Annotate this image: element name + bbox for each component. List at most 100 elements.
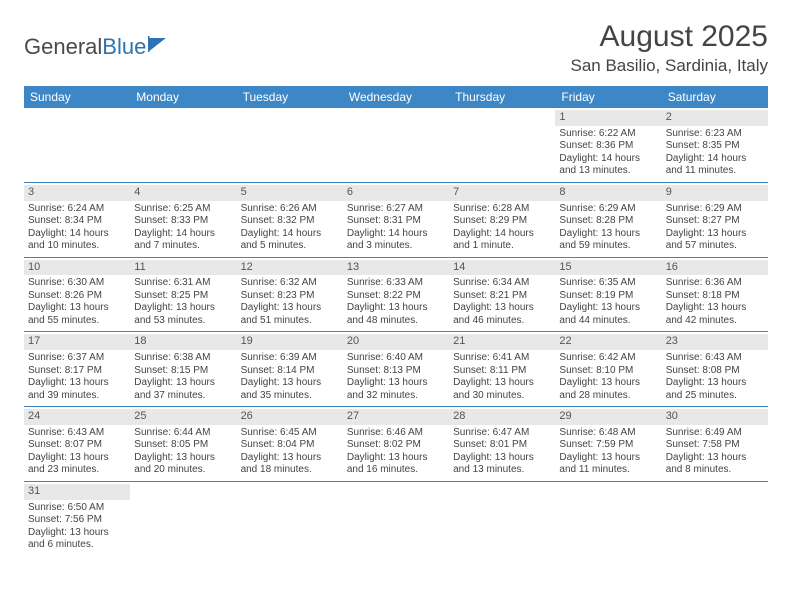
calendar-day-cell <box>24 108 130 182</box>
sunset-text: Sunset: 8:10 PM <box>559 365 657 378</box>
weekday-header: Wednesday <box>343 86 449 108</box>
sunset-text: Sunset: 8:05 PM <box>134 439 232 452</box>
sunset-text: Sunset: 8:32 PM <box>241 215 339 228</box>
daylight-text: Daylight: 13 hours <box>666 452 764 465</box>
calendar-day-cell: 27Sunrise: 6:46 AMSunset: 8:02 PMDayligh… <box>343 407 449 482</box>
sunrise-text: Sunrise: 6:49 AM <box>666 427 764 440</box>
day-number: 12 <box>237 260 343 276</box>
daylight-text: Daylight: 13 hours <box>28 377 126 390</box>
sunset-text: Sunset: 7:58 PM <box>666 439 764 452</box>
calendar-day-cell: 2Sunrise: 6:23 AMSunset: 8:35 PMDaylight… <box>662 108 768 182</box>
calendar-day-cell: 19Sunrise: 6:39 AMSunset: 8:14 PMDayligh… <box>237 332 343 407</box>
sunset-text: Sunset: 8:22 PM <box>347 290 445 303</box>
calendar-day-cell <box>130 481 236 555</box>
day-number: 1 <box>555 110 661 126</box>
sunset-text: Sunset: 8:07 PM <box>28 439 126 452</box>
daylight-text: and 46 minutes. <box>453 315 551 328</box>
calendar-week-row: 1Sunrise: 6:22 AMSunset: 8:36 PMDaylight… <box>24 108 768 182</box>
sunrise-text: Sunrise: 6:43 AM <box>28 427 126 440</box>
calendar-day-cell: 7Sunrise: 6:28 AMSunset: 8:29 PMDaylight… <box>449 182 555 257</box>
day-number: 6 <box>343 185 449 201</box>
day-number: 9 <box>662 185 768 201</box>
title-block: August 2025 San Basilio, Sardinia, Italy <box>571 20 769 76</box>
sunset-text: Sunset: 8:11 PM <box>453 365 551 378</box>
sunset-text: Sunset: 8:28 PM <box>559 215 657 228</box>
day-number: 14 <box>449 260 555 276</box>
day-number: 31 <box>24 484 130 500</box>
calendar-week-row: 24Sunrise: 6:43 AMSunset: 8:07 PMDayligh… <box>24 407 768 482</box>
calendar-day-cell: 4Sunrise: 6:25 AMSunset: 8:33 PMDaylight… <box>130 182 236 257</box>
daylight-text: and 5 minutes. <box>241 240 339 253</box>
sunrise-text: Sunrise: 6:38 AM <box>134 352 232 365</box>
day-number: 11 <box>130 260 236 276</box>
daylight-text: and 20 minutes. <box>134 464 232 477</box>
day-number: 2 <box>662 110 768 126</box>
daylight-text: Daylight: 13 hours <box>666 377 764 390</box>
sunrise-text: Sunrise: 6:48 AM <box>559 427 657 440</box>
sunset-text: Sunset: 8:14 PM <box>241 365 339 378</box>
calendar-day-cell: 25Sunrise: 6:44 AMSunset: 8:05 PMDayligh… <box>130 407 236 482</box>
sunrise-text: Sunrise: 6:39 AM <box>241 352 339 365</box>
calendar-day-cell <box>237 108 343 182</box>
daylight-text: Daylight: 13 hours <box>134 377 232 390</box>
daylight-text: and 32 minutes. <box>347 390 445 403</box>
sunrise-text: Sunrise: 6:44 AM <box>134 427 232 440</box>
daylight-text: Daylight: 14 hours <box>347 228 445 241</box>
daylight-text: Daylight: 13 hours <box>28 527 126 540</box>
calendar-day-cell: 3Sunrise: 6:24 AMSunset: 8:34 PMDaylight… <box>24 182 130 257</box>
weekday-header: Saturday <box>662 86 768 108</box>
daylight-text: and 39 minutes. <box>28 390 126 403</box>
day-number: 25 <box>130 409 236 425</box>
sunset-text: Sunset: 8:01 PM <box>453 439 551 452</box>
sunrise-text: Sunrise: 6:36 AM <box>666 277 764 290</box>
daylight-text: Daylight: 13 hours <box>28 302 126 315</box>
day-number: 4 <box>130 185 236 201</box>
calendar-day-cell: 20Sunrise: 6:40 AMSunset: 8:13 PMDayligh… <box>343 332 449 407</box>
calendar-day-cell: 22Sunrise: 6:42 AMSunset: 8:10 PMDayligh… <box>555 332 661 407</box>
calendar-day-cell: 14Sunrise: 6:34 AMSunset: 8:21 PMDayligh… <box>449 257 555 332</box>
sunrise-text: Sunrise: 6:34 AM <box>453 277 551 290</box>
sunrise-text: Sunrise: 6:23 AM <box>666 128 764 141</box>
sunset-text: Sunset: 8:26 PM <box>28 290 126 303</box>
daylight-text: and 44 minutes. <box>559 315 657 328</box>
daylight-text: Daylight: 13 hours <box>559 228 657 241</box>
logo-text-part2: Blue <box>102 34 146 60</box>
day-number: 24 <box>24 409 130 425</box>
day-number: 28 <box>449 409 555 425</box>
day-number: 22 <box>555 334 661 350</box>
day-number: 3 <box>24 185 130 201</box>
daylight-text: Daylight: 14 hours <box>241 228 339 241</box>
month-title: August 2025 <box>571 20 769 54</box>
sunrise-text: Sunrise: 6:26 AM <box>241 203 339 216</box>
daylight-text: and 59 minutes. <box>559 240 657 253</box>
calendar-week-row: 17Sunrise: 6:37 AMSunset: 8:17 PMDayligh… <box>24 332 768 407</box>
sunrise-text: Sunrise: 6:29 AM <box>559 203 657 216</box>
sunrise-text: Sunrise: 6:42 AM <box>559 352 657 365</box>
daylight-text: Daylight: 13 hours <box>28 452 126 465</box>
sunrise-text: Sunrise: 6:25 AM <box>134 203 232 216</box>
calendar-day-cell <box>449 108 555 182</box>
sunset-text: Sunset: 8:23 PM <box>241 290 339 303</box>
daylight-text: Daylight: 13 hours <box>453 377 551 390</box>
daylight-text: Daylight: 14 hours <box>453 228 551 241</box>
sunrise-text: Sunrise: 6:35 AM <box>559 277 657 290</box>
calendar-day-cell: 8Sunrise: 6:29 AMSunset: 8:28 PMDaylight… <box>555 182 661 257</box>
calendar-day-cell: 10Sunrise: 6:30 AMSunset: 8:26 PMDayligh… <box>24 257 130 332</box>
daylight-text: and 25 minutes. <box>666 390 764 403</box>
daylight-text: and 23 minutes. <box>28 464 126 477</box>
sunset-text: Sunset: 8:13 PM <box>347 365 445 378</box>
daylight-text: and 48 minutes. <box>347 315 445 328</box>
calendar-day-cell <box>662 481 768 555</box>
daylight-text: and 13 minutes. <box>453 464 551 477</box>
sunrise-text: Sunrise: 6:33 AM <box>347 277 445 290</box>
sunrise-text: Sunrise: 6:30 AM <box>28 277 126 290</box>
daylight-text: Daylight: 13 hours <box>134 302 232 315</box>
calendar-day-cell: 31Sunrise: 6:50 AMSunset: 7:56 PMDayligh… <box>24 481 130 555</box>
daylight-text: and 11 minutes. <box>559 464 657 477</box>
daylight-text: and 10 minutes. <box>28 240 126 253</box>
day-number: 26 <box>237 409 343 425</box>
sunset-text: Sunset: 8:19 PM <box>559 290 657 303</box>
day-number: 15 <box>555 260 661 276</box>
sunrise-text: Sunrise: 6:29 AM <box>666 203 764 216</box>
daylight-text: Daylight: 13 hours <box>453 302 551 315</box>
